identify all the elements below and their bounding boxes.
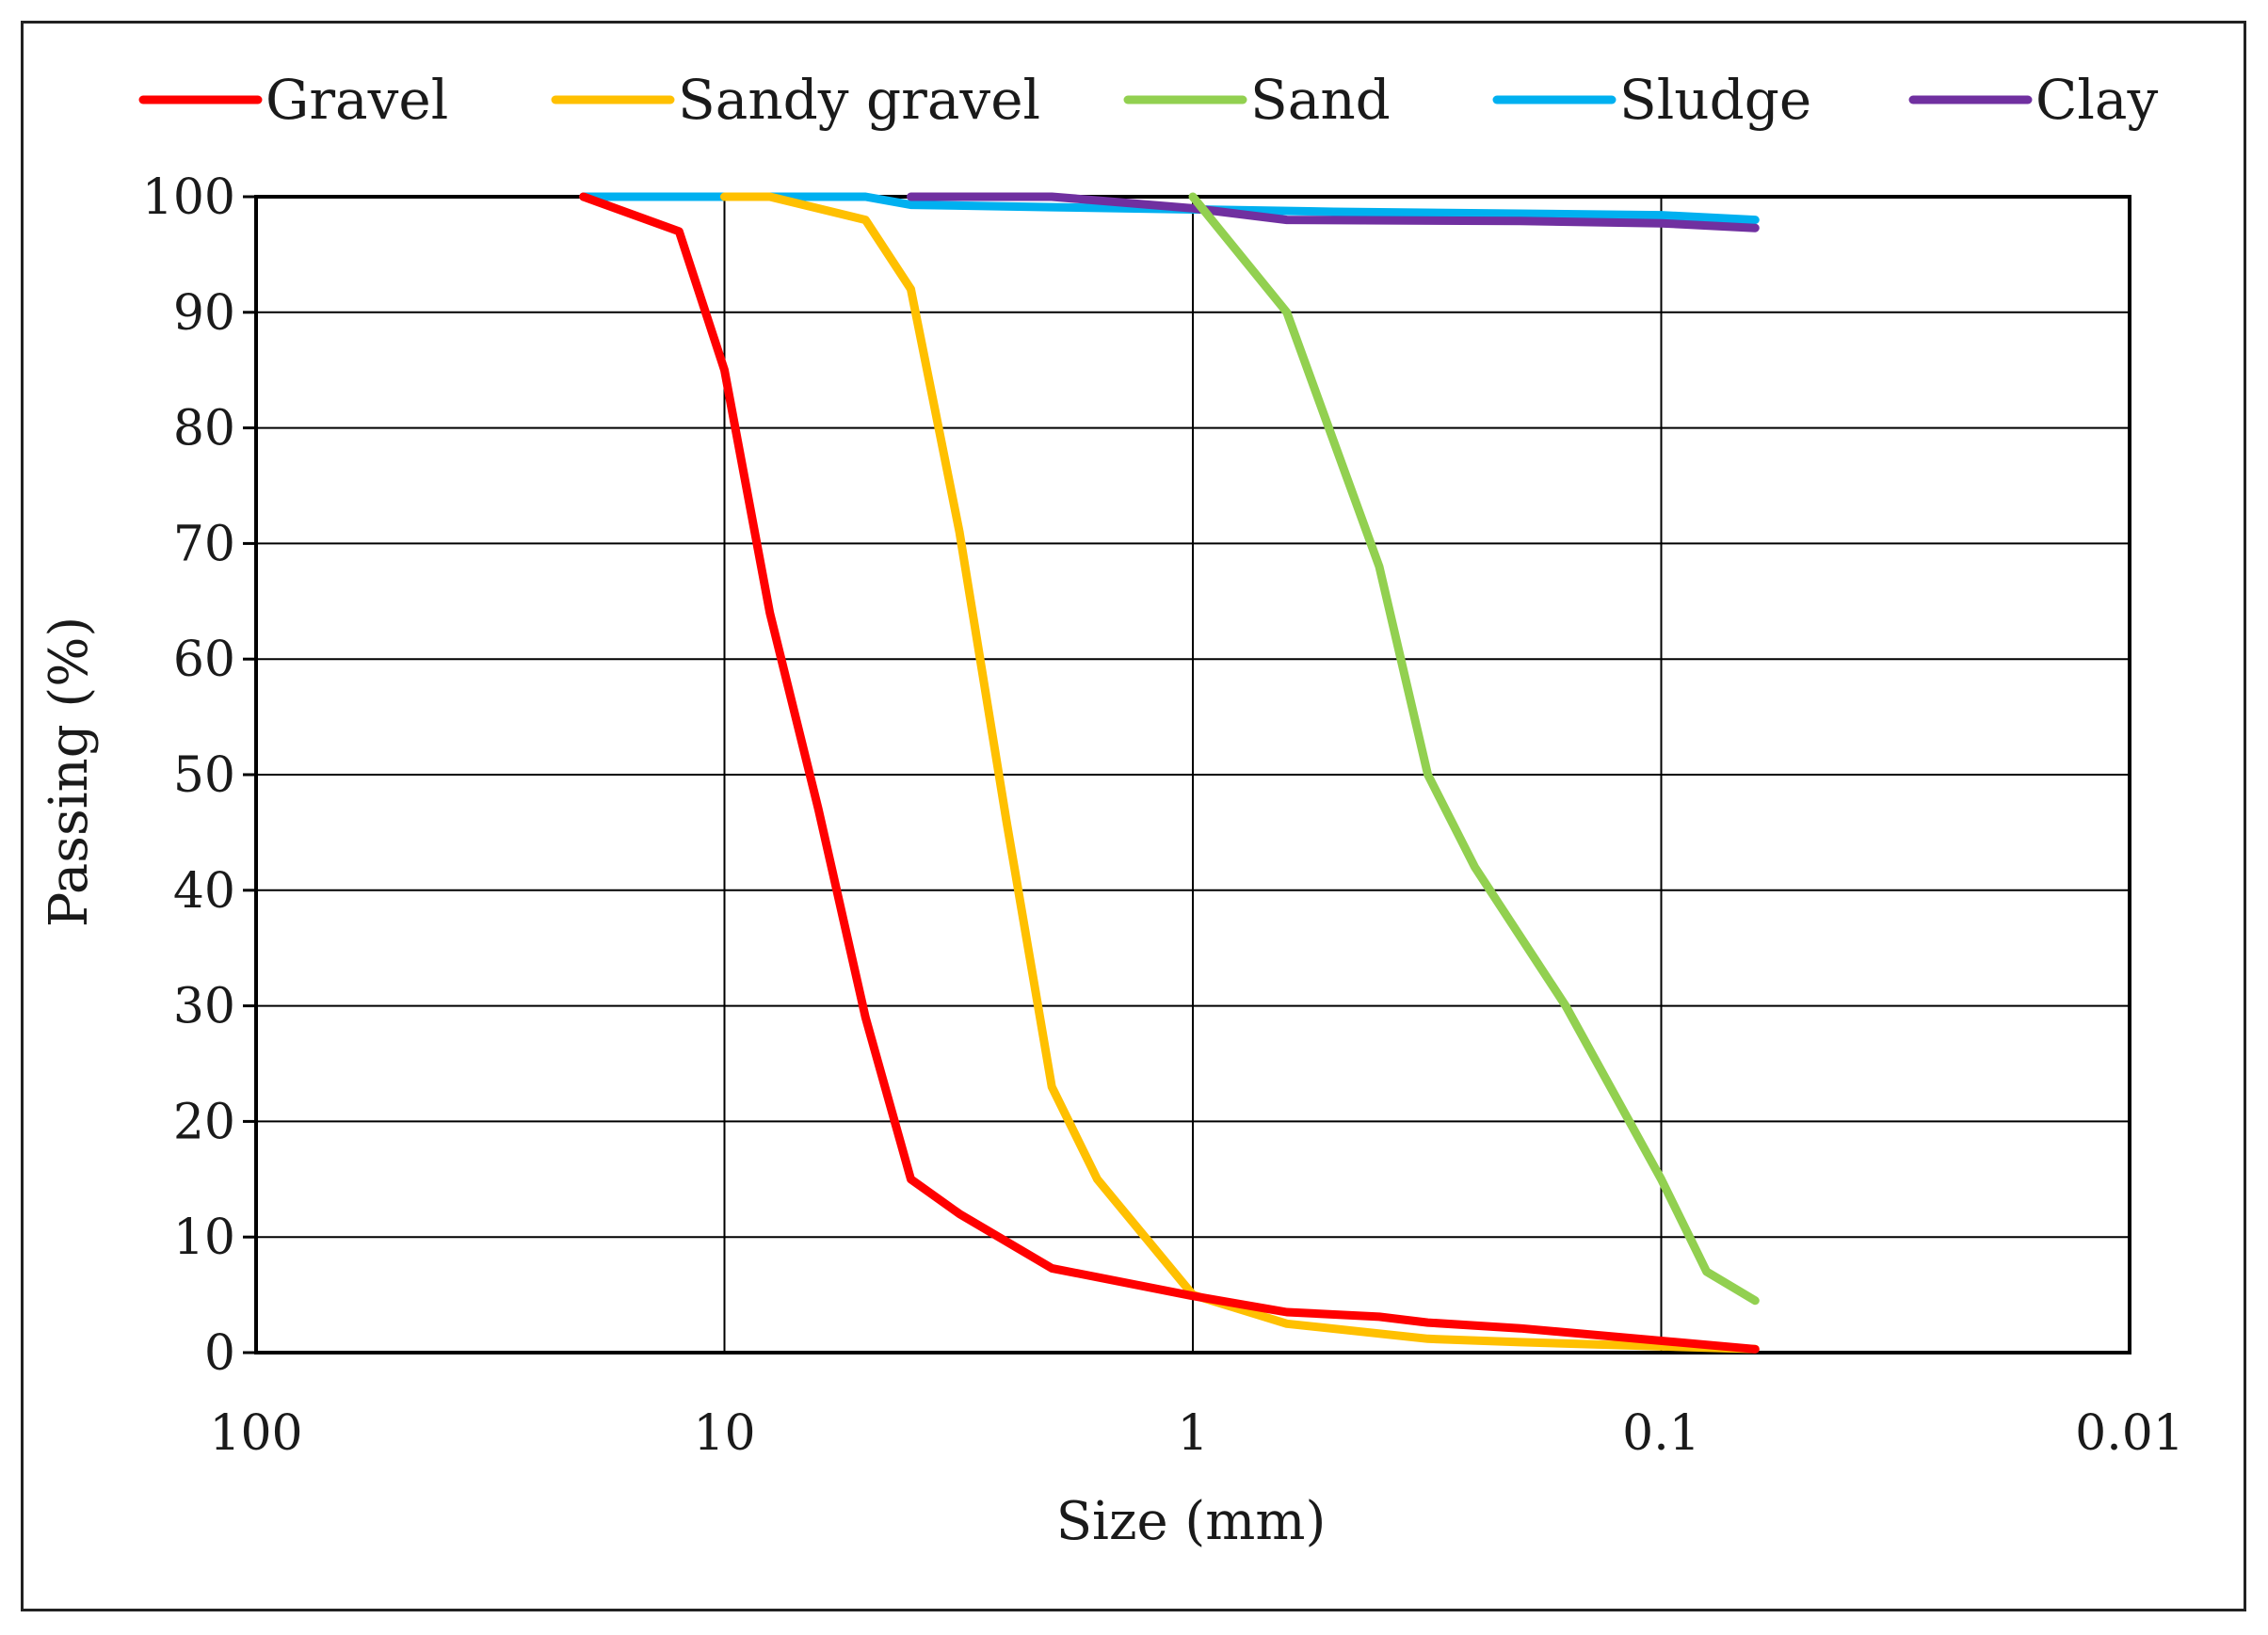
x-tick-label: 1: [1177, 1405, 1208, 1462]
series-line-sand: [1188, 192, 1760, 1306]
x-tick-label: 100: [209, 1405, 302, 1462]
legend-label-sand: Sand: [1250, 68, 1391, 132]
y-tick-label: 30: [173, 979, 235, 1035]
x-axis-ticks: 100 10 1 0.1 0.01: [209, 1405, 2184, 1462]
x-tick-label: 10: [693, 1405, 755, 1462]
y-tick-label: 80: [173, 401, 235, 457]
x-tick-label: 0.1: [1622, 1405, 1700, 1462]
legend-label-gravel: Gravel: [265, 68, 448, 132]
legend: Gravel Sandy gravel Sand Sludge Clay: [138, 68, 2159, 132]
y-tick-label: 0: [204, 1325, 235, 1382]
figure-frame: [21, 21, 2246, 1611]
series-line-gravel: [579, 192, 1760, 1354]
series-lines: [579, 192, 1760, 1354]
series-line-sandy-gravel: [720, 192, 1760, 1354]
y-tick-label: 50: [173, 747, 235, 804]
y-axis-ticks: 0 10 20 30 40 50 60 70 80 90 100: [142, 169, 256, 1382]
y-tick-label: 90: [173, 285, 235, 342]
grid: [255, 196, 2131, 1354]
y-tick-label: 10: [173, 1210, 235, 1266]
series-line-clay: [907, 192, 1760, 232]
y-tick-label: 20: [173, 1094, 235, 1150]
x-tick-label: 0.01: [2075, 1405, 2184, 1462]
legend-label-sludge: Sludge: [1619, 68, 1811, 132]
y-tick-label: 70: [173, 516, 235, 572]
y-axis-title: Passing (%): [39, 617, 100, 928]
y-tick-label: 40: [173, 863, 235, 920]
y-tick-label: 60: [173, 632, 235, 688]
legend-label-sandy-gravel: Sandy gravel: [678, 68, 1040, 132]
y-tick-label: 100: [142, 169, 235, 226]
legend-label-clay: Clay: [2035, 68, 2159, 132]
x-axis-title: Size (mm): [1056, 1491, 1327, 1552]
